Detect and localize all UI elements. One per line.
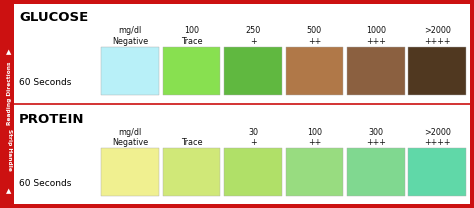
Bar [0,204,474,208]
Bar [4,4,14,204]
Bar [347,47,404,95]
Text: PROTEIN: PROTEIN [19,113,84,126]
Text: 500
++: 500 ++ [307,26,322,46]
Bar [285,47,343,95]
Text: 250
+: 250 + [246,26,261,46]
Text: Strip Handle: Strip Handle [7,129,11,171]
Text: 100
Trace: 100 Trace [181,26,202,46]
Text: 300
+++: 300 +++ [366,128,386,147]
Bar [408,47,466,95]
Bar [0,0,4,208]
Text: 100
++: 100 ++ [307,128,322,147]
Bar [163,148,220,196]
Text: GLUCOSE: GLUCOSE [19,11,88,24]
Text: Trace: Trace [181,138,202,147]
Bar [408,148,466,196]
Bar [101,47,159,95]
Bar [163,47,220,95]
Text: 60 Seconds: 60 Seconds [19,78,71,87]
Bar [285,148,343,196]
Bar [224,47,282,95]
Bar [347,148,404,196]
Text: Reading Directions: Reading Directions [7,62,11,125]
Text: >2000
++++: >2000 ++++ [424,26,451,46]
Bar [0,0,474,4]
Bar [224,148,282,196]
Bar [101,148,159,196]
Bar [470,0,474,208]
Text: 1000
+++: 1000 +++ [366,26,386,46]
Text: >2000
++++: >2000 ++++ [424,128,451,147]
Text: 60 Seconds: 60 Seconds [19,179,71,188]
Text: ▲: ▲ [6,49,12,55]
Text: 30
+: 30 + [248,128,258,147]
Text: mg/dl
Negative: mg/dl Negative [112,128,148,147]
Text: ▲: ▲ [6,188,12,194]
Text: mg/dl
Negative: mg/dl Negative [112,26,148,46]
